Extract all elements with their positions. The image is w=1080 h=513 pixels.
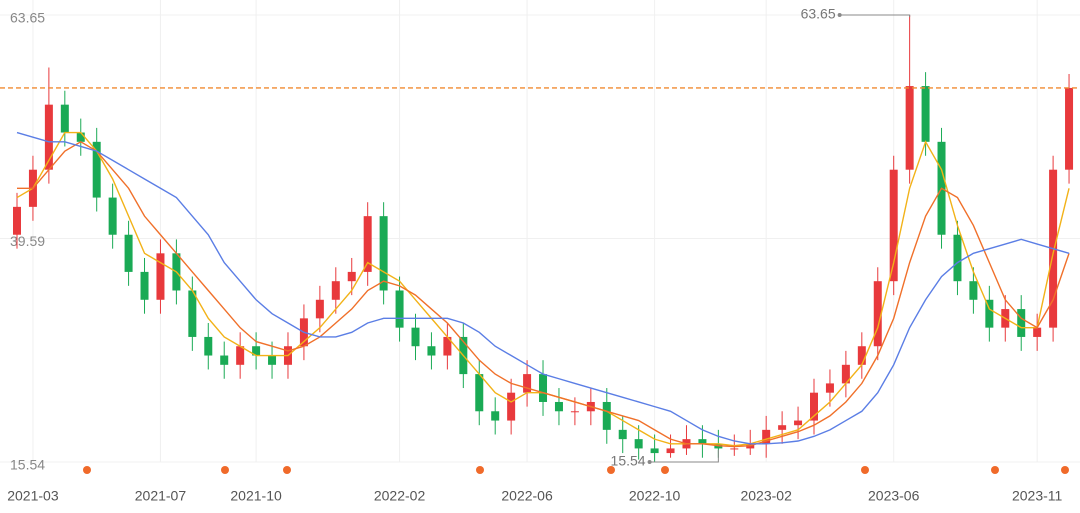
x-tick-label: 2023-11 [1012, 488, 1063, 504]
candle-body [554, 401, 563, 412]
candle-body [730, 448, 739, 450]
candle-body [1017, 309, 1026, 337]
candle-body [475, 374, 484, 412]
y-tick-label: 15.54 [10, 457, 45, 473]
candle-body [857, 346, 866, 365]
candle-body [411, 327, 420, 347]
min-pointer [649, 450, 719, 463]
candle-body [268, 355, 277, 365]
x-tick-label: 2022-06 [501, 488, 553, 504]
candle-body [395, 290, 404, 328]
candle-body [44, 104, 53, 170]
candle-body [92, 141, 101, 198]
max-pointer [839, 14, 911, 17]
candle-body [347, 271, 356, 282]
event-dot [221, 466, 229, 474]
event-dot [1061, 466, 1069, 474]
event-dot [283, 466, 291, 474]
candle-body [76, 132, 85, 142]
candle-body [810, 392, 818, 421]
candle-body [188, 290, 197, 337]
candle-body [507, 392, 516, 421]
x-tick-label: 2021-07 [135, 488, 187, 504]
candle-body [825, 383, 834, 393]
event-dot [476, 466, 484, 474]
candle-body [379, 216, 388, 291]
candle-body [666, 448, 675, 454]
moving-average-line [16, 131, 1070, 445]
event-dot [861, 466, 869, 474]
candle-body [363, 216, 372, 272]
candle-body [315, 299, 324, 319]
event-dot [661, 466, 669, 474]
y-tick-label: 63.65 [10, 10, 45, 26]
candle-body [969, 281, 978, 300]
candle-body [841, 364, 850, 384]
candle-body [427, 346, 436, 356]
candle-body [1065, 87, 1074, 170]
candle-body [1033, 327, 1042, 337]
event-dot [607, 466, 615, 474]
event-markers [83, 466, 1069, 474]
x-tick-label: 2021-03 [7, 488, 59, 504]
candle-body [698, 439, 707, 444]
candle-body [443, 336, 452, 356]
candle-body [236, 346, 245, 365]
x-tick-label: 2022-02 [374, 488, 426, 504]
event-dot [83, 466, 91, 474]
candle-body [156, 253, 165, 300]
candle-body [204, 336, 213, 356]
candle-body [778, 425, 787, 430]
candle-body [794, 420, 803, 426]
candle-body [570, 411, 579, 413]
candle-body [331, 281, 340, 300]
y-tick-label: 39.59 [10, 233, 45, 249]
event-dot [991, 466, 999, 474]
max-label: 63.65 [801, 6, 836, 22]
candle-body [921, 86, 930, 142]
candle-body [953, 234, 962, 282]
candle-body [650, 448, 659, 454]
min-label: 15.54 [611, 453, 646, 469]
candle-body [905, 86, 914, 170]
candle-body [108, 197, 117, 235]
candle-body [762, 429, 771, 444]
candle-body [124, 234, 133, 272]
candle-body [634, 439, 643, 449]
candle-body [252, 346, 261, 356]
moving-average-line [17, 141, 1070, 448]
candle-body [60, 104, 69, 133]
candle-body [523, 374, 532, 393]
candle-body [13, 206, 21, 235]
min-dot [647, 460, 652, 464]
candle-body [539, 374, 548, 402]
candle-body [889, 169, 898, 282]
candle-body [220, 355, 229, 365]
candle-body [873, 281, 882, 347]
x-tick-label: 2022-10 [629, 488, 681, 504]
candle-body [618, 429, 627, 440]
x-tick-label: 2023-06 [868, 488, 920, 504]
x-tick-label: 2021-10 [230, 488, 282, 504]
max-dot [837, 13, 842, 17]
candle-body [985, 299, 994, 328]
candle-body [491, 411, 500, 421]
candle-body [602, 401, 611, 430]
x-tick-label: 2023-02 [740, 488, 792, 504]
candle-body [140, 271, 149, 300]
